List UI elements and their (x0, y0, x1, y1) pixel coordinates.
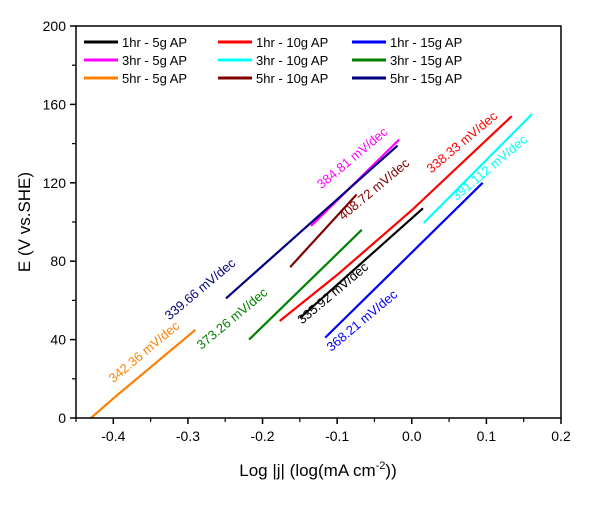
y-axis-label: E (V vs.SHE) (15, 172, 34, 272)
legend-label: 5hr - 15g AP (390, 71, 462, 86)
x-tick-label: 0.2 (551, 428, 571, 444)
y-tick-label: 0 (58, 410, 66, 426)
legend-label: 3hr - 5g AP (122, 53, 187, 68)
series-line (279, 115, 513, 322)
y-tick-label: 80 (50, 253, 66, 269)
series-line (324, 182, 484, 339)
y-tick-label: 160 (43, 96, 67, 112)
series-line (225, 144, 399, 300)
x-tick-label: -0.3 (176, 428, 200, 444)
x-tick-label: -0.2 (250, 428, 274, 444)
x-axis-label: Log |j| (log(mA cm-2)) (239, 460, 396, 480)
y-tick-label: 40 (50, 332, 66, 348)
x-tick-label: -0.4 (101, 428, 125, 444)
legend-label: 1hr - 10g AP (256, 35, 328, 50)
legend-label: 5hr - 5g AP (122, 71, 187, 86)
legend-label: 1hr - 5g AP (122, 35, 187, 50)
slope-annotation: 342.36 mV/dec (106, 318, 183, 386)
series-line (422, 113, 533, 224)
series-line (299, 207, 424, 319)
series-line (90, 328, 197, 419)
legend-label: 3hr - 10g AP (256, 53, 328, 68)
legend-label: 1hr - 15g AP (390, 35, 462, 50)
legend-label: 3hr - 15g AP (390, 53, 462, 68)
x-tick-label: 0.1 (477, 428, 497, 444)
series-line (248, 229, 363, 341)
series-line (289, 193, 358, 268)
x-tick-label: -0.1 (325, 428, 349, 444)
legend-label: 5hr - 10g AP (256, 71, 328, 86)
y-tick-label: 120 (43, 175, 67, 191)
legend: 1hr - 5g AP 3hr - 5g AP 5hr - 5g AP 1hr - 1… (84, 35, 462, 86)
x-tick-label: 0.0 (402, 428, 422, 444)
y-tick-label: 200 (43, 18, 67, 34)
slope-annotation: 373.26 mV/dec (194, 284, 271, 352)
